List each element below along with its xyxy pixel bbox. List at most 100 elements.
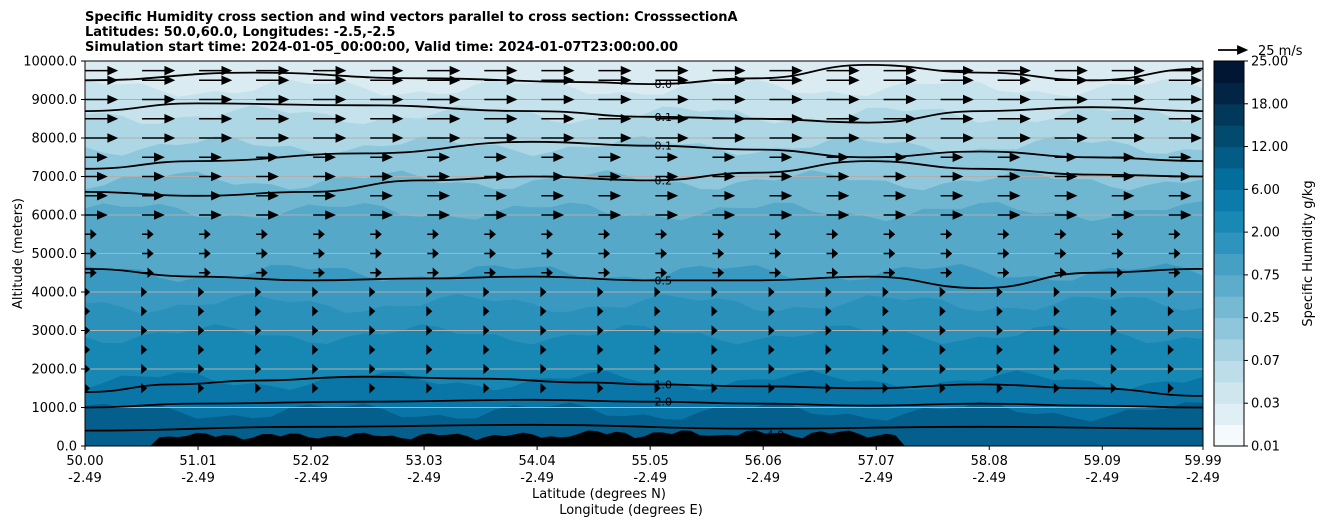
wind-arrow-344	[312, 382, 319, 394]
colorbar-tick-label-3: 0.25	[1251, 311, 1280, 326]
wind-arrow-216	[997, 248, 1010, 259]
x-tick-lon-3: -2.49	[407, 471, 441, 486]
wind-arrow-205	[370, 248, 382, 259]
wind-arrow-323	[255, 363, 262, 375]
wind-arrow-319	[1167, 344, 1174, 356]
colorbar-tick-label-9: 25.00	[1251, 55, 1288, 70]
wind-arrow-62	[199, 114, 233, 124]
wind-arrow-5	[370, 65, 404, 76]
wind-arrow-264	[312, 305, 319, 317]
wind-arrow-244	[312, 286, 319, 298]
x-tick-lon-7: -2.49	[859, 471, 893, 486]
wind-arrow-310	[654, 344, 661, 356]
wind-arrow-333	[825, 363, 832, 375]
title-line-2: Latitudes: 50.0,60.0, Longitudes: -2.5,-…	[85, 25, 395, 40]
plot-contents: 0.00.10.10.20.51.02.04.0	[85, 61, 1203, 446]
wind-arrow-39	[1168, 75, 1202, 85]
wind-arrow-180	[85, 229, 97, 240]
wind-arrow-338	[1110, 363, 1117, 375]
contour-line-1.0-5	[85, 375, 1203, 397]
quiver-key-label: 25 m/s	[1258, 44, 1303, 59]
contour-line-2.0-6	[85, 398, 1203, 409]
wind-arrow-69	[598, 114, 632, 124]
wind-arrow-207	[484, 248, 496, 259]
wind-arrow-238	[1111, 267, 1124, 278]
wind-arrow-210	[655, 248, 668, 259]
wind-arrow-197	[1054, 229, 1067, 240]
wind-arrow-209	[598, 248, 611, 259]
wind-arrow-213	[826, 248, 839, 259]
colorbar-label: Specific Humidity g/kg	[1301, 180, 1316, 326]
wind-arrow-9	[598, 65, 632, 76]
wind-arrow-297	[1053, 325, 1060, 336]
wind-arrow-192	[769, 229, 782, 240]
wind-arrow-89	[598, 133, 632, 143]
wind-arrow-287	[483, 325, 490, 336]
wind-arrow-22	[199, 75, 233, 85]
x-tick-lat-3: 53.03	[405, 454, 442, 469]
wind-arrow-326	[426, 363, 433, 375]
wind-arrow-42	[199, 94, 233, 105]
wind-arrow-337	[1053, 363, 1060, 375]
x-tick-lat-2: 52.02	[292, 454, 329, 469]
wind-arrow-356	[996, 382, 1003, 394]
x-tick-lat-0: 50.00	[66, 454, 103, 469]
colorbar-segment-5	[1214, 317, 1244, 340]
x-axis: 50.00 -2.49 51.01 -2.49 52.02 -2.49 53.03 -2.49…	[66, 446, 1222, 518]
wind-arrow-153	[826, 191, 850, 201]
x-tick-lon-8: -2.49	[972, 471, 1006, 486]
wind-arrow-229	[598, 267, 611, 278]
y-tick-label-2000.0: 2000.0	[32, 363, 78, 378]
wind-arrow-163	[256, 210, 279, 220]
wind-arrow-171	[712, 210, 736, 220]
wind-arrow-240	[85, 287, 91, 297]
wind-arrow-218	[1111, 248, 1124, 259]
wind-arrow-119	[1168, 152, 1192, 162]
y-tick-label-8000.0: 8000.0	[32, 132, 78, 147]
wind-arrow-295	[939, 325, 946, 336]
wind-arrow-53	[826, 94, 860, 105]
wind-arrow-104	[313, 152, 336, 162]
wind-arrow-195	[940, 229, 953, 240]
wind-arrow-311	[711, 344, 718, 356]
wind-arrow-359	[1167, 382, 1174, 394]
wind-arrow-162	[199, 210, 222, 220]
wind-arrow-21	[142, 75, 176, 85]
wind-arrow-232	[769, 267, 782, 278]
wind-arrow-201	[142, 248, 154, 259]
wind-arrow-182	[199, 229, 211, 240]
wind-arrow-57	[1054, 94, 1088, 105]
x-axis-label-lon: Longitude (degrees E)	[559, 503, 703, 518]
wind-arrow-278	[1110, 305, 1117, 317]
wind-arrow-202	[199, 248, 211, 259]
colorbar-tick-label-5: 2.00	[1251, 226, 1280, 241]
wind-arrow-96	[997, 133, 1031, 143]
wind-arrow-346	[426, 382, 433, 394]
wind-arrow-316	[996, 344, 1003, 356]
wind-arrow-60	[85, 114, 119, 124]
plot-area: 0.00.10.10.20.51.02.04.0	[84, 60, 1204, 447]
wind-arrow-74	[883, 114, 917, 124]
wind-arrow-97	[1054, 133, 1088, 143]
wind-arrow-212	[769, 248, 782, 259]
wind-arrow-67	[484, 114, 518, 124]
wind-arrow-358	[1110, 382, 1117, 394]
x-tick-lon-6: -2.49	[746, 471, 780, 486]
wind-arrow-255	[939, 286, 946, 298]
wind-arrow-345	[369, 382, 376, 394]
wind-arrow-63	[256, 114, 290, 124]
wind-arrow-291	[711, 325, 718, 336]
wind-arrow-263	[255, 305, 262, 317]
wind-arrow-349	[597, 382, 604, 394]
contour-line-0.0-0	[85, 63, 1203, 86]
wind-arrow-245	[369, 286, 376, 298]
wind-arrow-259	[1167, 286, 1174, 298]
wind-arrow-66	[427, 114, 461, 124]
wind-arrow-129	[598, 171, 622, 182]
wind-arrow-277	[1053, 305, 1060, 317]
wind-arrow-305	[369, 344, 376, 356]
wind-arrow-166	[427, 210, 451, 220]
wind-arrow-270	[654, 305, 661, 317]
wind-arrow-276	[996, 305, 1003, 317]
wind-arrow-279	[1167, 305, 1174, 317]
